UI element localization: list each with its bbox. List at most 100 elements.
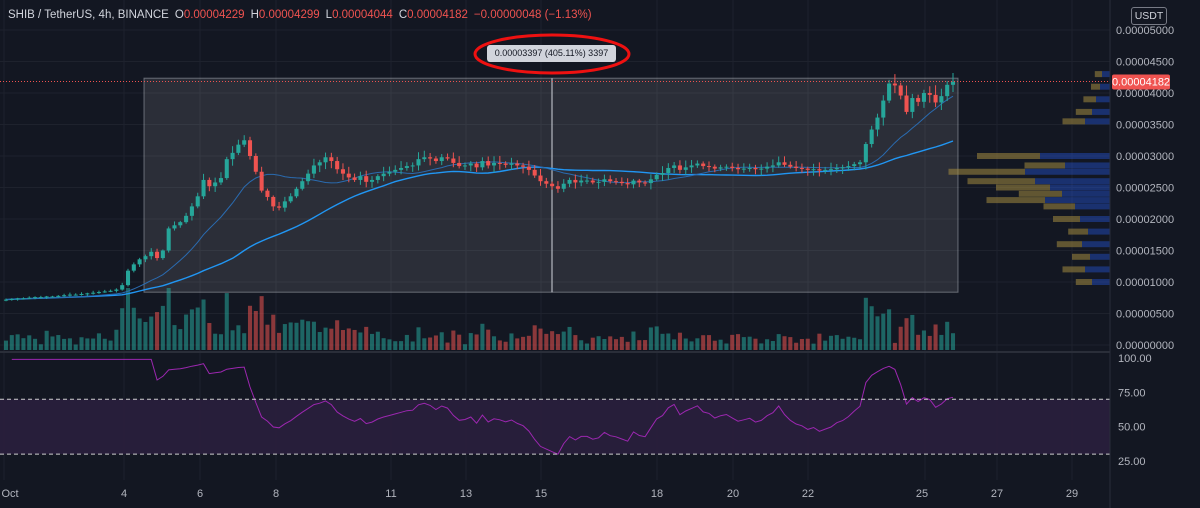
candle-body bbox=[306, 173, 311, 182]
volume-bar bbox=[468, 333, 473, 350]
volume-bar bbox=[311, 321, 316, 350]
volume-bar bbox=[393, 341, 398, 350]
candle-body bbox=[195, 196, 200, 207]
candle-body bbox=[892, 83, 897, 86]
volume-bar bbox=[672, 339, 677, 350]
candle-body bbox=[660, 173, 665, 175]
candle-body bbox=[921, 93, 926, 102]
candle-body bbox=[288, 196, 293, 202]
volume-bar bbox=[137, 318, 142, 350]
time-tick-label: 18 bbox=[651, 488, 663, 500]
volume-bar bbox=[805, 338, 810, 350]
candle-body bbox=[44, 296, 49, 298]
volume-bar bbox=[294, 322, 299, 350]
candle-body bbox=[207, 179, 212, 187]
candle-body bbox=[317, 162, 322, 166]
candle-body bbox=[311, 165, 316, 174]
volume-bar bbox=[73, 344, 78, 350]
volume-bar bbox=[21, 338, 26, 350]
candle-body bbox=[887, 83, 892, 101]
candle-body bbox=[503, 163, 508, 165]
price-tick-label: 0.00004000 bbox=[1116, 88, 1174, 100]
rsi-axis[interactable]: 100.00 75.00 50.00 25.00 bbox=[1118, 353, 1152, 468]
volume-bar bbox=[253, 310, 258, 350]
volume-bar bbox=[143, 321, 148, 350]
candle-body bbox=[561, 183, 566, 189]
volume-bar bbox=[358, 332, 363, 350]
rsi-tick-label: 100.00 bbox=[1118, 353, 1152, 365]
candle-body bbox=[794, 166, 799, 168]
volume-bar bbox=[230, 330, 235, 350]
volume-bar bbox=[759, 343, 764, 350]
candle-body bbox=[125, 270, 131, 286]
candle-body bbox=[85, 293, 90, 295]
candle-body bbox=[782, 162, 787, 165]
time-axis[interactable]: Oct 4 6 8 11 13 15 18 20 22 25 27 29 bbox=[1, 488, 1078, 500]
candle-body bbox=[945, 84, 950, 97]
volume-bar bbox=[613, 339, 619, 350]
volume-bar bbox=[306, 321, 311, 350]
candle-body bbox=[695, 163, 700, 166]
candle-body bbox=[584, 180, 590, 182]
candle-body bbox=[637, 180, 642, 183]
candle-body bbox=[224, 159, 229, 179]
volume-bar bbox=[404, 334, 409, 350]
candle-body bbox=[933, 94, 938, 103]
price-tick-label: 0.00002000 bbox=[1116, 214, 1174, 226]
volume-bar bbox=[730, 334, 735, 350]
currency-button[interactable]: USDT bbox=[1131, 7, 1167, 25]
volume-bar bbox=[33, 338, 38, 350]
candle-body bbox=[916, 98, 921, 102]
candle-body bbox=[253, 156, 258, 172]
volume-bar bbox=[817, 333, 822, 350]
volume-bar bbox=[399, 341, 404, 350]
volume-bar bbox=[584, 343, 590, 350]
time-tick-label: 15 bbox=[535, 488, 547, 500]
rsi-band bbox=[0, 399, 1110, 455]
candle-body bbox=[178, 222, 183, 226]
candle-body bbox=[335, 161, 340, 170]
candle-body bbox=[393, 169, 398, 172]
time-tick-label: 11 bbox=[385, 488, 396, 500]
volume-bar bbox=[950, 333, 956, 350]
candle-body bbox=[91, 292, 96, 294]
volume-bar bbox=[277, 332, 282, 350]
candle-body bbox=[149, 251, 154, 257]
candle-body bbox=[526, 166, 531, 170]
candle-body bbox=[172, 225, 177, 229]
volume-bar bbox=[631, 331, 636, 350]
volume-bars bbox=[3, 288, 956, 350]
volume-bar bbox=[625, 341, 630, 350]
open-value: 0.00004229 bbox=[183, 9, 245, 21]
volume-bar bbox=[892, 342, 897, 350]
volume-bar bbox=[195, 307, 200, 350]
candle-body bbox=[567, 179, 572, 184]
volume-bar bbox=[637, 340, 642, 350]
volume-bar bbox=[799, 339, 804, 350]
volume-bar bbox=[532, 325, 537, 350]
candle-body bbox=[340, 169, 346, 174]
candle-body bbox=[497, 162, 502, 164]
volume-bar bbox=[462, 344, 468, 350]
symbol-name[interactable]: SHIB / TetherUS, 4h, BINANCE bbox=[8, 9, 169, 21]
candle-body bbox=[79, 293, 84, 295]
price-axis[interactable]: 0.00005000 0.00004500 0.00004000 0.00003500… bbox=[1116, 25, 1174, 352]
close-label: C bbox=[398, 9, 408, 21]
candle-body bbox=[62, 295, 67, 297]
candle-body bbox=[50, 296, 55, 298]
volume-bar bbox=[300, 319, 305, 350]
candle-body bbox=[56, 295, 61, 297]
candle-body bbox=[579, 180, 584, 183]
candle-body bbox=[346, 173, 351, 178]
volume-bar bbox=[67, 338, 72, 350]
volume-bar bbox=[741, 337, 746, 350]
candle-body bbox=[590, 180, 595, 183]
volume-bar bbox=[149, 316, 154, 350]
volume-bar bbox=[660, 333, 665, 350]
candle-body bbox=[823, 169, 828, 171]
candle-body bbox=[741, 168, 746, 170]
candle-body bbox=[33, 297, 38, 299]
volume-bar bbox=[776, 334, 781, 350]
volume-bar bbox=[921, 330, 926, 350]
